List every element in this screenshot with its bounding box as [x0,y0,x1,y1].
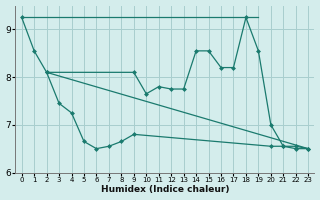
X-axis label: Humidex (Indice chaleur): Humidex (Indice chaleur) [101,185,229,194]
